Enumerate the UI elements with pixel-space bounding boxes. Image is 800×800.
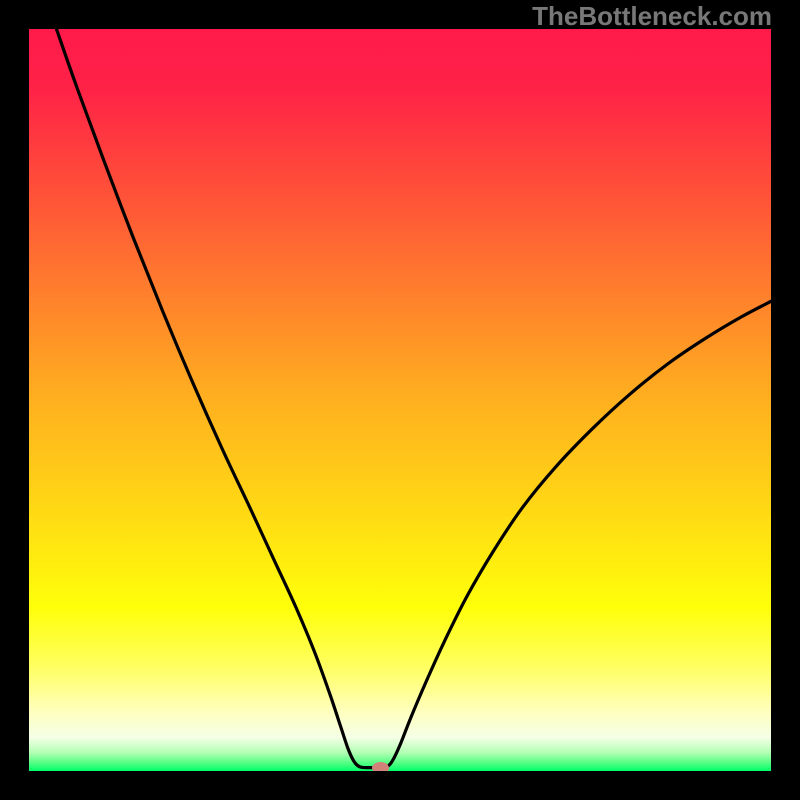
optimum-marker xyxy=(372,762,389,771)
curve-left-branch xyxy=(56,29,382,768)
bottleneck-curve xyxy=(29,29,771,771)
plot-area xyxy=(29,29,771,771)
watermark-text: TheBottleneck.com xyxy=(532,1,772,32)
curve-right-branch xyxy=(382,301,771,767)
